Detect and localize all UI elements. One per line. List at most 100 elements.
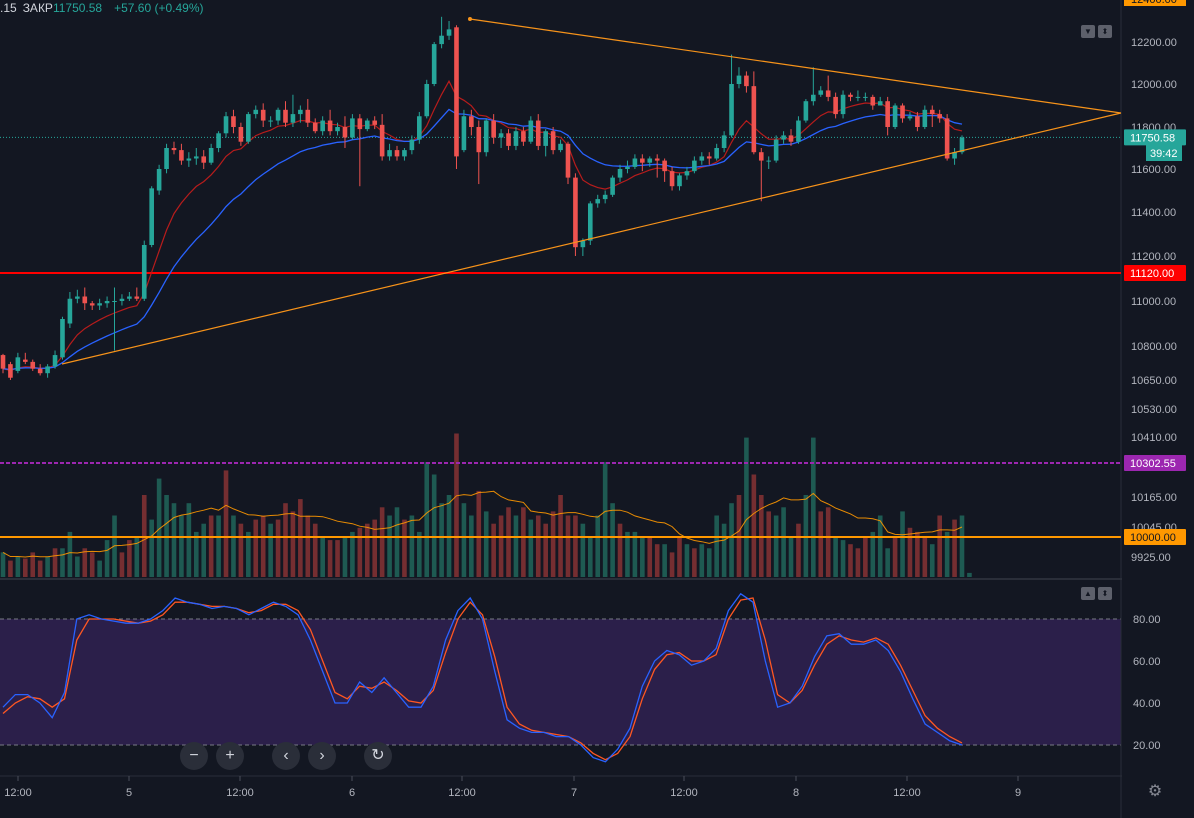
zoom-in-icon[interactable]: + — [216, 742, 244, 770]
upper-trendline[interactable] — [469, 18, 1122, 114]
time-tick-label: 5 — [126, 787, 132, 799]
volume-bar — [402, 519, 407, 577]
orange-level-badge — [1124, 529, 1186, 545]
candle-body — [97, 303, 102, 306]
candle-body — [833, 96, 838, 115]
time-tick-label: 12:00 — [893, 787, 921, 799]
volume-bar — [602, 462, 608, 577]
maximize-pane-icon[interactable]: ⬍ — [1098, 25, 1112, 38]
volume-bar — [714, 515, 719, 577]
time-tick-label: 12:00 — [670, 787, 698, 799]
candle-body — [855, 96, 861, 98]
maximize-stoch-pane-icon[interactable]: ⬍ — [1098, 587, 1112, 600]
candle-body — [647, 158, 653, 163]
candle-body — [290, 114, 296, 123]
price-tick-label: 11400.00 — [1131, 207, 1176, 219]
volume-bar — [238, 523, 244, 577]
volume-bar — [915, 531, 920, 577]
time-tick-label: 7 — [571, 787, 577, 799]
candle-body — [439, 35, 444, 45]
trendline-anchor[interactable] — [468, 17, 472, 21]
volume-bar — [260, 515, 266, 577]
current-price-badge — [1124, 129, 1186, 146]
volume-bar — [729, 503, 734, 577]
candle-body — [751, 86, 757, 153]
candle-body — [67, 298, 73, 324]
volume-bar — [535, 515, 541, 577]
volume-bar — [394, 507, 400, 577]
candle-body — [127, 296, 132, 299]
zoom-out-icon[interactable]: − — [180, 742, 208, 770]
candle-body — [52, 355, 58, 367]
volume-bar — [677, 536, 682, 577]
volume-bar — [246, 531, 251, 577]
candle-body — [840, 94, 846, 115]
lower-trendline[interactable] — [61, 112, 1122, 365]
chevron-left-icon[interactable]: ‹ — [272, 742, 300, 770]
volume-bar — [632, 531, 638, 577]
candle-body — [736, 75, 742, 84]
reset-icon[interactable]: ↻ — [364, 742, 392, 770]
volume-bar — [751, 474, 757, 577]
candle-body — [721, 135, 727, 148]
candle-body — [60, 319, 65, 358]
candle-body — [758, 152, 764, 161]
price-tick-label: 10410.00 — [1131, 432, 1177, 444]
volume-bar — [959, 515, 965, 577]
candle-body — [535, 120, 541, 146]
main-pane-buttons: ▼ ⬍ — [1081, 25, 1112, 38]
top-price-badge — [1124, 0, 1186, 6]
price-tick-label: 9925.00 — [1131, 552, 1171, 564]
volume-bar — [610, 503, 615, 577]
time-tick-label: 6 — [349, 787, 355, 799]
candle-body — [506, 133, 511, 146]
candle-body — [744, 75, 749, 87]
volume-bar — [900, 511, 905, 577]
top-price-badge-label: 12400.00 — [1131, 0, 1177, 6]
volume-bar — [290, 511, 296, 577]
volume-bar — [818, 511, 824, 577]
volume-bar — [253, 519, 259, 577]
candle-body — [417, 116, 422, 140]
orange-level-badge-label: 10000.00 — [1130, 532, 1176, 544]
candle-body — [327, 120, 333, 132]
collapse-pane-icon[interactable]: ▼ — [1081, 25, 1095, 38]
candle-body — [625, 166, 630, 169]
volume-bar — [275, 519, 281, 577]
volume-bar — [216, 515, 221, 577]
volume-bar — [439, 503, 444, 577]
stoch-pane-buttons: ▲ ⬍ — [1081, 587, 1112, 600]
volume-bar — [223, 470, 229, 577]
candle-body — [521, 131, 526, 142]
candle-body — [818, 90, 824, 95]
gear-icon[interactable]: ⚙ — [1147, 783, 1163, 800]
volume-bar — [60, 548, 65, 577]
red-level-badge-label: 11120.00 — [1130, 268, 1174, 280]
volume-bar — [201, 523, 207, 577]
candle-body — [208, 148, 214, 163]
volume-bar — [684, 544, 690, 577]
countdown-badge — [1146, 145, 1182, 161]
candle-body — [825, 90, 831, 97]
candle-body — [454, 27, 459, 157]
volume-bar — [37, 560, 43, 577]
candle-body — [900, 105, 905, 119]
volume-bar — [825, 507, 831, 577]
volume-average-line — [2, 490, 963, 558]
volume-bar — [149, 519, 154, 577]
chevron-right-icon[interactable]: › — [308, 742, 336, 770]
expand-pane-icon[interactable]: ▲ — [1081, 587, 1095, 600]
candle-body — [558, 143, 563, 151]
volume-bar — [811, 437, 816, 577]
volume-bar — [454, 433, 459, 577]
time-tick-label: 8 — [793, 787, 799, 799]
candle-body — [231, 116, 236, 127]
candle-body — [461, 116, 467, 151]
volume-bar — [506, 507, 511, 577]
volume-bar — [15, 556, 21, 577]
candle-body — [706, 156, 712, 159]
candle-body — [350, 118, 355, 138]
candle-body — [729, 84, 734, 136]
candle-body — [0, 355, 6, 369]
